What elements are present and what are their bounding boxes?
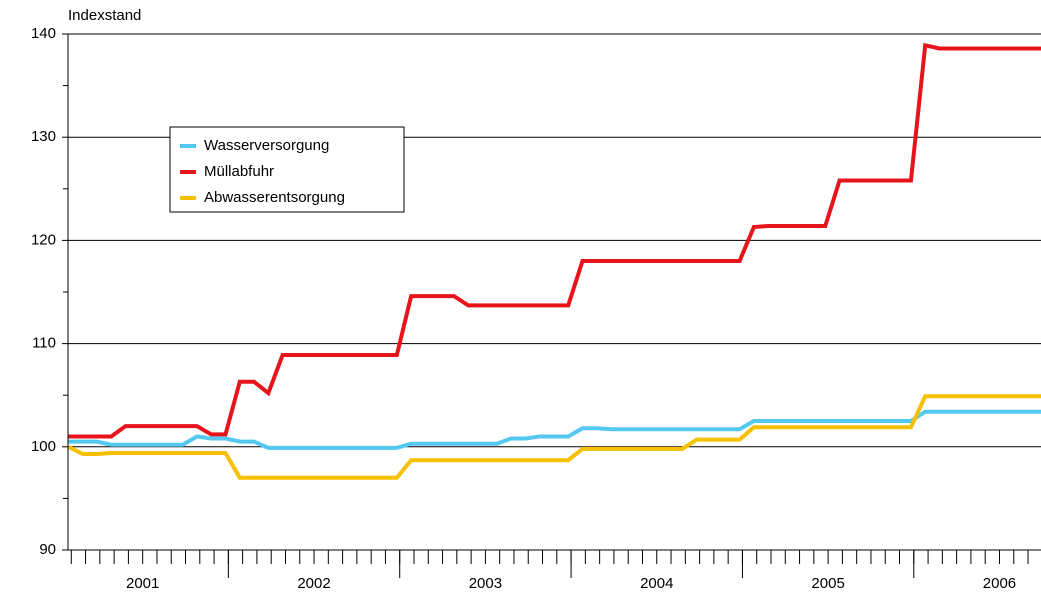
legend: Wasserversorgung Müllabfuhr Abwasserentsor… bbox=[169, 126, 405, 213]
y-tick-label: 130 bbox=[31, 128, 56, 145]
x-tick-label: 2006 bbox=[983, 575, 1016, 592]
legend-box bbox=[169, 126, 405, 213]
legend-label: Müllabfuhr bbox=[204, 163, 274, 180]
y-tick-label: 90 bbox=[39, 541, 56, 558]
axes: 90 100 110 120 130 140 2001 2002 2003 2004 2005 200… bbox=[31, 25, 1029, 592]
series-line bbox=[68, 394, 1041, 480]
x-tick-label: 2002 bbox=[297, 575, 330, 592]
series-line bbox=[68, 42, 1041, 439]
x-tick-label: 2004 bbox=[640, 575, 673, 592]
plot-lines bbox=[68, 42, 1041, 480]
y-tick-label: 100 bbox=[31, 438, 56, 455]
y-axis-label: Indexstand bbox=[68, 7, 141, 24]
grid bbox=[68, 33, 1041, 551]
y-tick-label: 140 bbox=[31, 25, 56, 42]
x-tick-label: 2005 bbox=[811, 575, 844, 592]
x-tick-label: 2003 bbox=[469, 575, 502, 592]
y-tick-label: 120 bbox=[31, 231, 56, 248]
legend-label: Wasserversorgung bbox=[204, 137, 329, 154]
y-tick-label: 110 bbox=[32, 335, 56, 352]
legend-label: Abwasserentsorgung bbox=[204, 189, 345, 206]
x-tick-label: 2001 bbox=[126, 575, 159, 592]
series-line bbox=[68, 409, 1041, 450]
